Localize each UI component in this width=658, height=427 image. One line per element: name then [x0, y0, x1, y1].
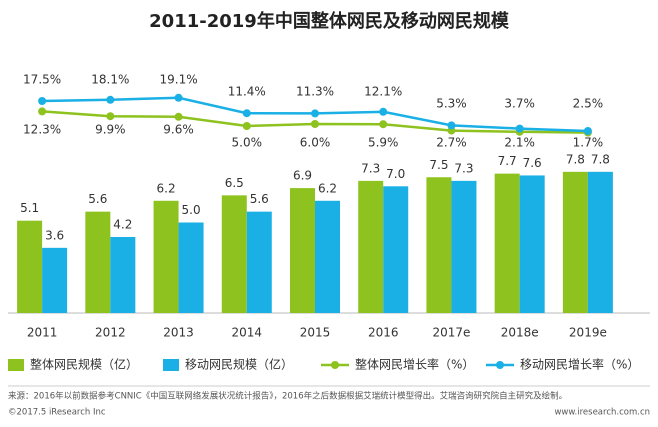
data-label: 2.1% — [504, 136, 535, 150]
x-tick-label: 2012 — [95, 326, 126, 340]
line-point — [174, 112, 183, 121]
data-label: 7.3 — [361, 161, 380, 175]
line-point — [311, 120, 319, 128]
bar — [562, 171, 588, 313]
x-tick-label: 2019e — [569, 326, 607, 340]
source-note: 来源：2016年以前数据参考CNNIC《中国互联网络发展状况统计报告》，2016… — [8, 391, 567, 402]
legend-swatch — [496, 361, 504, 369]
footer-left: ©2017.5 iResearch Inc — [8, 408, 106, 418]
x-tick-label: 2017e — [432, 326, 470, 340]
bar — [246, 211, 272, 313]
bar — [426, 177, 452, 313]
bar — [110, 236, 136, 313]
data-label: 7.3 — [454, 161, 473, 175]
bar — [153, 200, 179, 313]
data-label: 2.5% — [573, 97, 604, 111]
bar — [17, 220, 43, 313]
data-label: 1.7% — [573, 136, 604, 150]
data-label: 11.4% — [228, 85, 266, 99]
data-label: 19.1% — [159, 73, 197, 87]
bar — [451, 180, 477, 313]
data-label: 7.7 — [498, 154, 517, 168]
bar — [494, 173, 520, 313]
data-label: 5.6 — [88, 192, 107, 206]
bar — [85, 211, 111, 313]
data-label: 4.2 — [113, 217, 132, 231]
data-label: 5.0% — [232, 136, 263, 150]
data-label: 3.6 — [45, 228, 64, 242]
line-point — [38, 107, 47, 116]
x-tick-label: 2014 — [232, 326, 263, 340]
legend-swatch — [163, 359, 179, 371]
bar — [315, 200, 340, 313]
data-label: 9.9% — [95, 123, 126, 137]
data-label: 17.5% — [23, 73, 61, 87]
data-label: 5.6 — [250, 192, 269, 206]
data-label: 12.3% — [23, 123, 61, 137]
bar — [587, 171, 613, 313]
data-label: 2.7% — [436, 136, 467, 150]
line-point — [242, 109, 251, 118]
data-label: 11.3% — [296, 85, 334, 99]
legend-label: 移动网民增长率（%） — [520, 357, 639, 372]
data-label: 7.8 — [566, 152, 585, 166]
data-label: 7.6 — [523, 156, 542, 170]
line-point — [106, 95, 115, 104]
line-point — [106, 112, 115, 121]
footer-right: www.iresearch.com.cn — [554, 408, 650, 418]
line-point — [174, 93, 183, 102]
line-point — [38, 97, 47, 105]
line-point — [583, 127, 592, 135]
line-point — [379, 120, 388, 129]
data-label: 12.1% — [364, 85, 402, 99]
data-label: 5.9% — [368, 136, 399, 150]
x-tick-label: 2011 — [27, 326, 58, 340]
x-tick-label: 2018e — [501, 326, 539, 340]
data-label: 6.2 — [157, 181, 176, 195]
data-label: 7.8 — [591, 152, 610, 166]
x-tick-label: 2015 — [300, 326, 331, 340]
data-label: 6.9 — [293, 169, 312, 183]
legend-label: 整体网民增长率（%） — [355, 357, 474, 372]
bar — [358, 180, 384, 313]
line-point — [447, 121, 456, 130]
line-point — [311, 109, 319, 118]
data-label: 6.5 — [225, 176, 244, 190]
legend-swatch — [331, 361, 339, 369]
line-point — [242, 122, 251, 130]
data-label: 5.3% — [436, 97, 467, 111]
data-label: 7.0 — [386, 167, 405, 181]
data-label: 18.1% — [91, 73, 129, 87]
line-point — [379, 107, 388, 116]
legend-label: 整体网民规模（亿） — [30, 357, 138, 372]
data-label: 7.5 — [429, 158, 448, 172]
data-label: 6.0% — [300, 136, 331, 150]
bar — [519, 175, 545, 313]
data-label: 5.0 — [182, 203, 201, 217]
bar — [42, 247, 68, 313]
legend-swatch — [8, 359, 24, 371]
bar — [178, 222, 204, 313]
bar — [290, 188, 315, 313]
bar — [221, 195, 247, 313]
x-tick-label: 2016 — [368, 326, 399, 340]
data-label: 5.1 — [20, 201, 39, 215]
data-label: 6.2 — [318, 181, 337, 195]
line-point — [515, 124, 524, 133]
bar — [383, 186, 409, 313]
data-label: 3.7% — [504, 97, 535, 111]
legend-label: 移动网民规模（亿） — [185, 357, 293, 372]
x-tick-label: 2013 — [163, 326, 194, 340]
data-label: 9.6% — [163, 123, 194, 137]
chart-title: 2011-2019年中国整体网民及移动网民规模 — [149, 10, 510, 32]
